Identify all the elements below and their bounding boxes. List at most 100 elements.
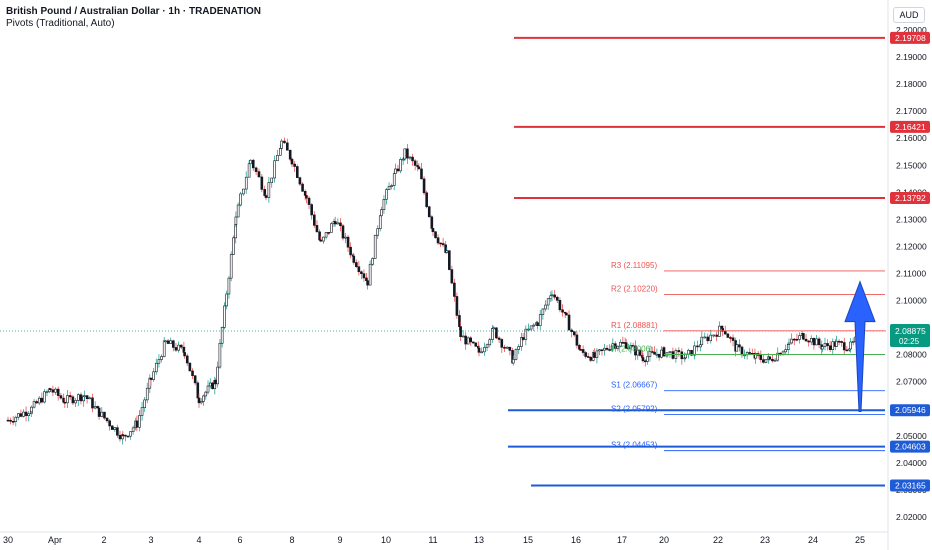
candle-body[interactable] <box>804 338 808 342</box>
candle-body[interactable] <box>35 401 38 404</box>
candle-body[interactable] <box>22 411 25 417</box>
candle-body[interactable] <box>821 346 824 350</box>
candle-body[interactable] <box>605 347 609 350</box>
candle-body[interactable] <box>197 397 201 404</box>
candle-body[interactable] <box>223 305 226 328</box>
candle-body[interactable] <box>544 304 547 310</box>
candle-body[interactable] <box>842 342 846 351</box>
candle-body[interactable] <box>110 425 114 430</box>
candle-body[interactable] <box>840 341 843 343</box>
level-tag-sup-3[interactable] <box>890 479 930 492</box>
level-tag-sup-2[interactable] <box>890 440 930 453</box>
candle-body[interactable] <box>193 375 197 384</box>
candle-body[interactable] <box>589 356 593 361</box>
candle-body[interactable] <box>851 341 855 343</box>
candle-body[interactable] <box>116 427 119 436</box>
candle-body[interactable] <box>378 215 382 229</box>
candle-body[interactable] <box>56 388 60 396</box>
candle-body[interactable] <box>160 356 163 360</box>
candle-body[interactable] <box>638 349 642 356</box>
candle-body[interactable] <box>508 346 512 351</box>
candle-body[interactable] <box>826 343 829 347</box>
candle-body[interactable] <box>385 189 388 200</box>
candle-body[interactable] <box>653 351 656 355</box>
candle-body[interactable] <box>731 337 735 341</box>
candle-body[interactable] <box>754 353 757 359</box>
candle-body[interactable] <box>488 339 492 346</box>
candle-body[interactable] <box>257 171 261 178</box>
candle-body[interactable] <box>387 186 391 191</box>
candle-body[interactable] <box>236 204 240 218</box>
candle-body[interactable] <box>759 355 763 360</box>
candle-body[interactable] <box>748 352 752 354</box>
candle-body[interactable] <box>575 334 579 346</box>
candle-body[interactable] <box>103 411 106 419</box>
candle-body[interactable] <box>461 335 465 338</box>
candle-body[interactable] <box>480 351 483 354</box>
candle-body[interactable] <box>199 401 203 404</box>
candle-body[interactable] <box>527 328 530 331</box>
candle-body[interactable] <box>553 294 556 298</box>
candle-body[interactable] <box>121 434 125 436</box>
candle-body[interactable] <box>27 413 30 416</box>
candle-body[interactable] <box>406 148 409 159</box>
indicator-label[interactable]: Pivots (Traditional, Auto) <box>6 18 115 29</box>
candle-body[interactable] <box>295 166 299 178</box>
candle-body[interactable] <box>74 400 77 404</box>
candle-body[interactable] <box>541 308 545 315</box>
bullish-arrow[interactable] <box>844 280 876 412</box>
candle-body[interactable] <box>593 352 596 358</box>
candle-body[interactable] <box>517 346 520 350</box>
candle-body[interactable] <box>595 350 599 358</box>
candle-body[interactable] <box>561 309 564 313</box>
candle-body[interactable] <box>631 345 635 347</box>
candle-body[interactable] <box>365 277 368 281</box>
candle-body[interactable] <box>735 344 739 352</box>
candle-body[interactable] <box>301 183 304 192</box>
candle-body[interactable] <box>390 185 393 187</box>
candle-body[interactable] <box>355 262 358 268</box>
candle-body[interactable] <box>611 343 615 347</box>
candle-body[interactable] <box>641 357 645 362</box>
candle-body[interactable] <box>584 352 587 357</box>
candle-body[interactable] <box>220 327 224 344</box>
candle-body[interactable] <box>668 351 672 353</box>
level-tag-sup-1[interactable] <box>890 404 930 417</box>
candle-body[interactable] <box>441 243 445 246</box>
candle-body[interactable] <box>768 356 772 360</box>
candle-body[interactable] <box>798 335 801 340</box>
candle-body[interactable] <box>422 178 426 194</box>
candle-body[interactable] <box>459 326 462 338</box>
candle-body[interactable] <box>247 163 251 178</box>
candle-body[interactable] <box>166 340 170 344</box>
candle-body[interactable] <box>762 359 765 363</box>
candle-body[interactable] <box>573 331 576 336</box>
candle-body[interactable] <box>368 263 372 286</box>
candle-body[interactable] <box>218 342 222 368</box>
candle-body[interactable] <box>208 382 212 387</box>
candle-body[interactable] <box>567 314 571 331</box>
candle-body[interactable] <box>773 359 777 362</box>
candle-body[interactable] <box>135 420 139 428</box>
candle-body[interactable] <box>71 396 75 404</box>
candle-body[interactable] <box>445 250 449 253</box>
candle-body[interactable] <box>431 228 435 233</box>
candle-body[interactable] <box>333 221 337 225</box>
candle-body[interactable] <box>795 338 799 341</box>
candle-body[interactable] <box>413 160 417 166</box>
candle-body[interactable] <box>558 300 562 311</box>
candle-body[interactable] <box>270 177 274 183</box>
candle-body[interactable] <box>318 231 321 241</box>
candle-body[interactable] <box>524 328 528 340</box>
candle-body[interactable] <box>322 236 325 242</box>
candle-body[interactable] <box>608 349 611 351</box>
candle-body[interactable] <box>239 193 242 206</box>
candle-body[interactable] <box>177 344 180 351</box>
candle-body[interactable] <box>787 342 791 345</box>
candle-body[interactable] <box>450 269 454 284</box>
candle-body[interactable] <box>403 148 407 160</box>
candle-body[interactable] <box>76 394 80 401</box>
candle-body[interactable] <box>174 347 178 351</box>
candle-body[interactable] <box>9 419 12 422</box>
candle-body[interactable] <box>154 362 158 373</box>
